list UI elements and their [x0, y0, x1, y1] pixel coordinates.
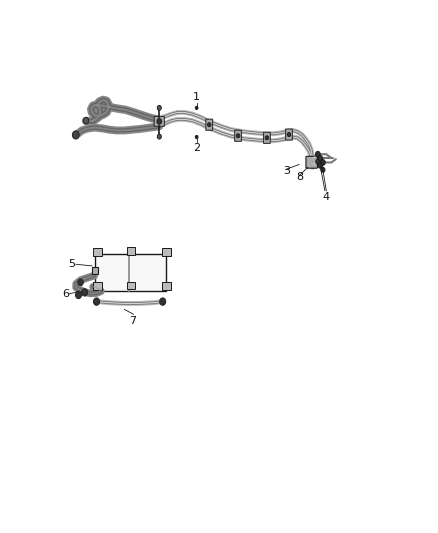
- Circle shape: [159, 298, 166, 305]
- Text: 1: 1: [193, 92, 200, 102]
- Circle shape: [78, 279, 83, 286]
- Bar: [127, 247, 135, 255]
- Circle shape: [318, 156, 322, 161]
- Circle shape: [321, 159, 325, 165]
- Circle shape: [81, 289, 88, 296]
- Text: 6: 6: [62, 289, 69, 299]
- Text: 3: 3: [283, 166, 290, 176]
- Circle shape: [321, 167, 325, 172]
- Circle shape: [157, 134, 161, 139]
- Circle shape: [316, 159, 320, 164]
- Text: 8: 8: [296, 172, 303, 182]
- Circle shape: [83, 117, 88, 124]
- Circle shape: [195, 135, 198, 139]
- Circle shape: [315, 151, 320, 157]
- Circle shape: [157, 118, 162, 124]
- Circle shape: [318, 163, 322, 168]
- Circle shape: [208, 123, 211, 127]
- FancyBboxPatch shape: [286, 129, 293, 140]
- Circle shape: [237, 134, 240, 138]
- Circle shape: [157, 106, 161, 110]
- Circle shape: [72, 131, 79, 139]
- Bar: [162, 282, 170, 290]
- Text: 5: 5: [68, 259, 75, 269]
- Bar: [162, 248, 170, 256]
- Bar: [93, 282, 102, 290]
- Circle shape: [287, 133, 291, 136]
- Circle shape: [75, 291, 81, 298]
- Bar: [95, 254, 166, 290]
- Circle shape: [195, 106, 198, 109]
- FancyBboxPatch shape: [235, 130, 241, 141]
- FancyBboxPatch shape: [206, 119, 212, 130]
- FancyBboxPatch shape: [264, 132, 270, 143]
- Bar: [127, 282, 135, 289]
- Text: 2: 2: [193, 143, 200, 153]
- Circle shape: [93, 298, 99, 305]
- Bar: [92, 267, 98, 274]
- Text: 4: 4: [322, 192, 329, 202]
- FancyBboxPatch shape: [154, 117, 164, 126]
- Bar: [93, 248, 102, 256]
- Circle shape: [265, 136, 268, 140]
- FancyBboxPatch shape: [306, 156, 318, 168]
- Text: 7: 7: [129, 316, 136, 326]
